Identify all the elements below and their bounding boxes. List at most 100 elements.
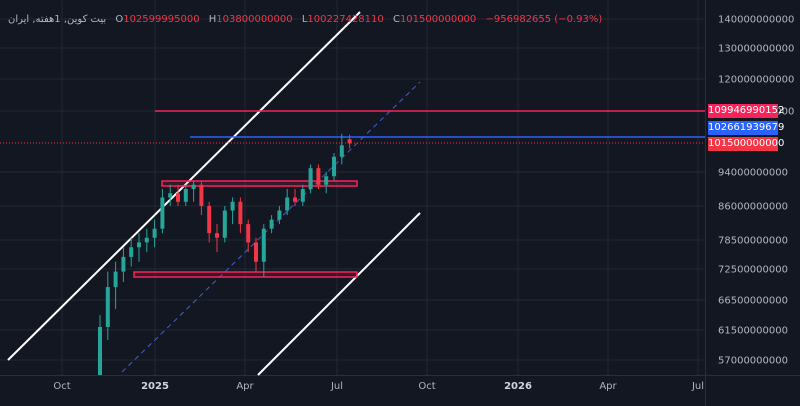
candle[interactable] bbox=[222, 206, 227, 243]
price-tick-label: 57000000000 bbox=[718, 356, 788, 367]
close-value: 101500000000 bbox=[399, 14, 477, 25]
channel-lower-line[interactable] bbox=[257, 212, 421, 376]
candle-body bbox=[347, 139, 352, 144]
change-value: −956982655 (−0.93%) bbox=[485, 14, 603, 25]
candle[interactable] bbox=[113, 261, 118, 309]
candle-body bbox=[137, 242, 141, 248]
low-value: 100227428110 bbox=[307, 14, 384, 25]
candles[interactable] bbox=[98, 133, 352, 375]
candle[interactable] bbox=[347, 134, 352, 149]
candle-body bbox=[199, 184, 204, 206]
candle[interactable] bbox=[168, 184, 173, 206]
time-axis[interactable]: Oct 2025 Apr Jul Oct 2026 Apr Jul bbox=[53, 381, 704, 392]
candle[interactable] bbox=[285, 189, 290, 216]
candle[interactable] bbox=[230, 197, 235, 225]
candle-body bbox=[238, 201, 243, 225]
candle-body bbox=[207, 206, 212, 234]
candle-body bbox=[113, 271, 118, 288]
candle-body bbox=[230, 201, 235, 211]
candle[interactable] bbox=[215, 224, 219, 253]
low-label: L bbox=[301, 14, 308, 25]
candle-body bbox=[269, 219, 274, 229]
open-value: 102599995000 bbox=[123, 14, 200, 25]
time-tick-label: Apr bbox=[599, 381, 617, 392]
candle-body bbox=[293, 197, 297, 202]
time-tick-label: Jul bbox=[691, 381, 704, 392]
candle[interactable] bbox=[160, 189, 165, 234]
ohlc-legend: بیت کوین, 1هفته, ایران O102599995000 H10… bbox=[8, 14, 602, 25]
price-tick-label: 61500000000 bbox=[718, 326, 788, 337]
resistance-price-label: 109946990152 bbox=[708, 104, 785, 118]
candle[interactable] bbox=[137, 233, 141, 262]
candle[interactable] bbox=[254, 237, 258, 272]
time-tick-label: 2025 bbox=[141, 381, 169, 392]
time-tick-label: Oct bbox=[53, 381, 70, 392]
candle-body bbox=[222, 210, 227, 238]
candle[interactable] bbox=[199, 180, 204, 216]
candle-body bbox=[160, 197, 165, 229]
candle[interactable] bbox=[98, 315, 102, 375]
candle[interactable] bbox=[105, 271, 110, 340]
candle[interactable] bbox=[176, 184, 180, 206]
candle-body bbox=[191, 184, 196, 189]
candle-body bbox=[339, 145, 344, 157]
price-tick-label: 120000000000 bbox=[718, 75, 794, 86]
symbol-label[interactable]: بیت کوین, 1هفته, ایران bbox=[8, 14, 107, 25]
candle-body bbox=[144, 237, 149, 243]
price-tick-label: 140000000000 bbox=[718, 15, 794, 26]
candle[interactable] bbox=[308, 164, 313, 194]
candle[interactable] bbox=[129, 237, 134, 267]
time-tick-label: Oct bbox=[418, 381, 435, 392]
candle[interactable] bbox=[269, 215, 274, 234]
candle[interactable] bbox=[277, 206, 282, 225]
candle-body bbox=[332, 156, 336, 177]
candle-body bbox=[176, 193, 180, 202]
candle-body bbox=[261, 228, 266, 262]
price-axis[interactable]: 1400000000001300000000001200000000001100… bbox=[718, 15, 794, 367]
price-tick-label: 78500000000 bbox=[718, 236, 788, 247]
candle-body bbox=[152, 228, 157, 238]
price-tick-label: 130000000000 bbox=[718, 44, 794, 55]
candle-body bbox=[324, 176, 329, 185]
candle[interactable] bbox=[121, 247, 126, 282]
candle-body bbox=[246, 224, 251, 243]
candle[interactable] bbox=[324, 172, 329, 194]
high-label: H bbox=[208, 14, 217, 25]
price-tick-label: 86000000000 bbox=[718, 202, 788, 213]
lower-zone-box[interactable] bbox=[133, 271, 358, 278]
candle-body bbox=[129, 247, 134, 257]
upper-zone-box[interactable] bbox=[161, 180, 358, 187]
candle[interactable] bbox=[261, 224, 266, 277]
candle-body bbox=[215, 233, 219, 238]
price-tick-label: 72500000000 bbox=[718, 265, 788, 276]
price-tick-label: 94000000000 bbox=[718, 168, 788, 179]
candle[interactable] bbox=[246, 219, 251, 253]
candle[interactable] bbox=[238, 197, 243, 234]
candle[interactable] bbox=[191, 180, 196, 202]
candle[interactable] bbox=[300, 184, 305, 206]
price-tick-label: 66500000000 bbox=[718, 296, 788, 307]
candle-body bbox=[277, 210, 282, 220]
candle[interactable] bbox=[183, 184, 188, 206]
candle-body bbox=[316, 168, 321, 185]
candle[interactable] bbox=[152, 219, 157, 248]
candle[interactable] bbox=[144, 228, 149, 253]
drawings[interactable] bbox=[0, 11, 705, 376]
candle-body bbox=[285, 197, 290, 211]
candle[interactable] bbox=[339, 133, 344, 165]
candle[interactable] bbox=[332, 152, 336, 181]
candle-body bbox=[121, 256, 126, 272]
candle[interactable] bbox=[293, 189, 297, 206]
time-tick-label: Apr bbox=[236, 381, 254, 392]
candle[interactable] bbox=[207, 201, 212, 243]
candle-body bbox=[168, 193, 173, 198]
candle[interactable] bbox=[316, 164, 321, 189]
current-price-label: 101500000000 bbox=[708, 137, 785, 151]
support-price-label: 102661939679 bbox=[708, 121, 785, 135]
candle-body bbox=[308, 168, 313, 189]
candle-body bbox=[98, 327, 102, 375]
grid-lines bbox=[0, 0, 705, 375]
candle-body bbox=[254, 242, 258, 262]
time-tick-label: Jul bbox=[330, 381, 343, 392]
